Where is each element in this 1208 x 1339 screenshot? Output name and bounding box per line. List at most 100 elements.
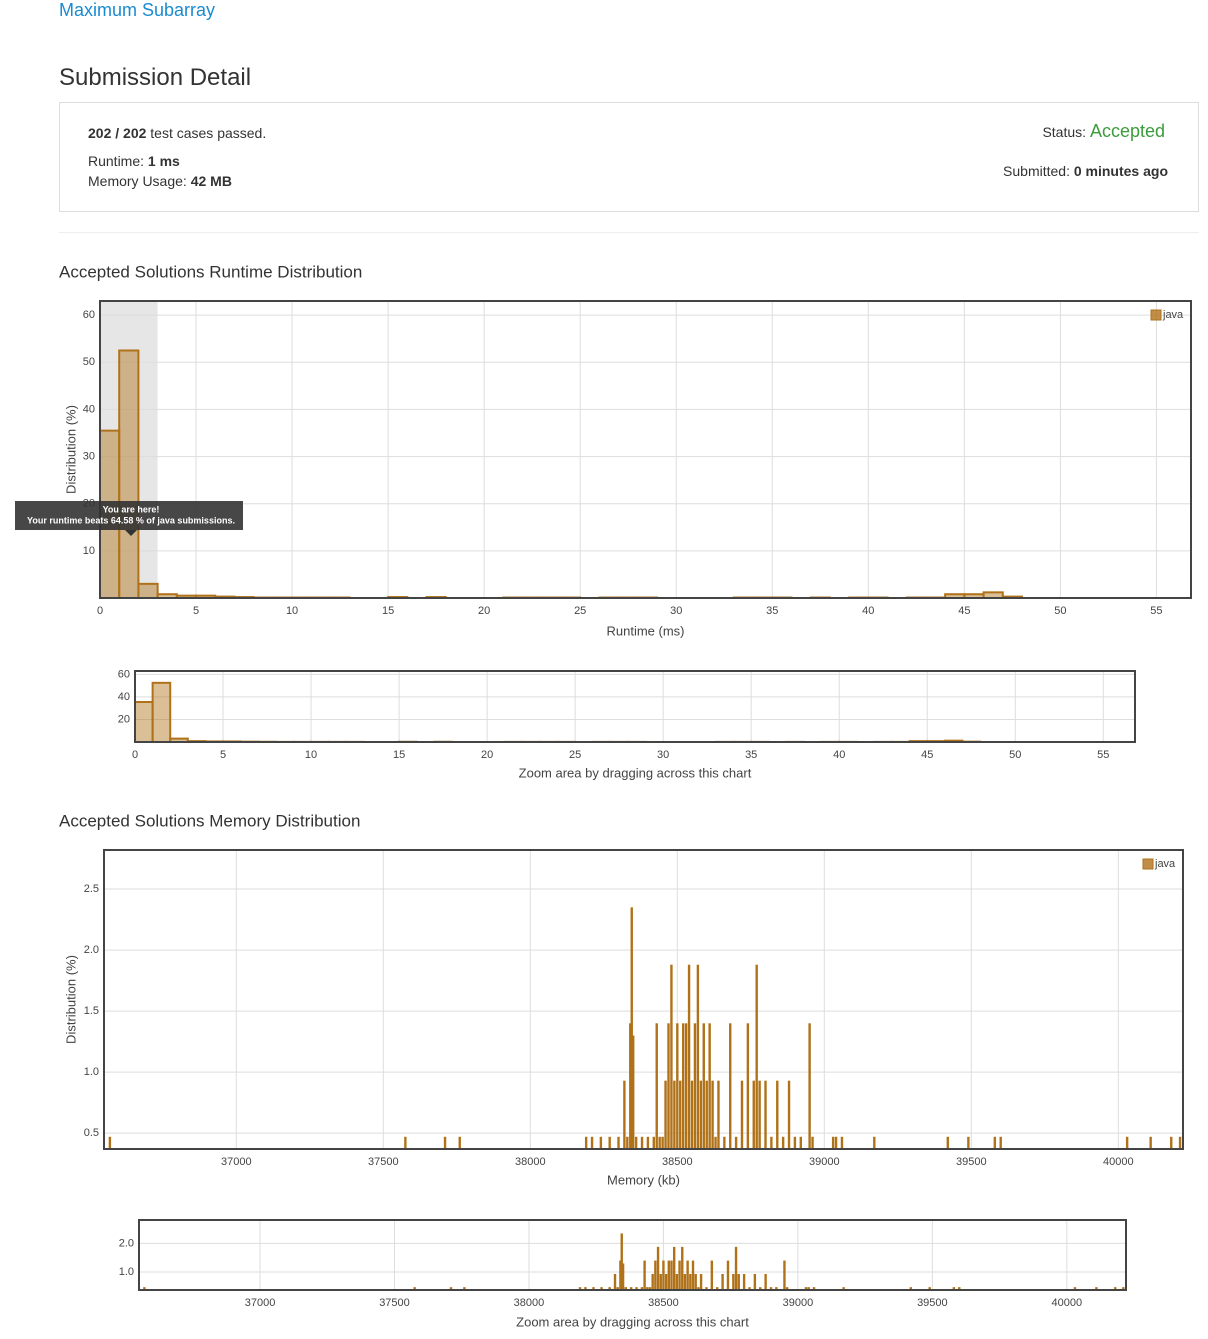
bar xyxy=(804,1287,808,1290)
y-tick-label: 60 xyxy=(118,668,130,680)
bar xyxy=(721,1274,724,1290)
x-tick-label: 40000 xyxy=(1052,1297,1083,1309)
bar xyxy=(608,1136,611,1149)
bar xyxy=(458,1136,461,1149)
y-tick-label: 1.0 xyxy=(119,1266,134,1278)
y-tick-label: 1.5 xyxy=(84,1005,99,1017)
bar xyxy=(672,1246,676,1290)
bar xyxy=(659,1274,662,1290)
x-tick-label: 30 xyxy=(657,749,669,761)
bar xyxy=(630,907,633,1149)
bar xyxy=(662,1260,665,1290)
bar xyxy=(134,700,154,744)
y-tick-label: 20 xyxy=(118,713,130,725)
x-tick-label: 20 xyxy=(478,605,490,617)
bar xyxy=(143,1287,146,1290)
y-tick-label: 60 xyxy=(83,309,95,321)
bar xyxy=(759,1287,762,1290)
bar xyxy=(993,1136,997,1149)
legend-swatch xyxy=(1142,858,1154,870)
x-tick-label: 35 xyxy=(766,605,778,617)
runtime-row: Runtime: 1 ms xyxy=(88,153,180,169)
bar xyxy=(151,681,172,743)
bar xyxy=(842,1287,845,1290)
bar xyxy=(764,1080,767,1149)
plot-frame xyxy=(99,300,1192,599)
navigator-caption: Zoom area by dragging across this chart xyxy=(516,1314,749,1329)
bar xyxy=(689,1274,692,1290)
bar xyxy=(705,1287,708,1290)
bar xyxy=(781,1136,785,1149)
bar xyxy=(840,1136,844,1149)
bar xyxy=(651,1274,654,1290)
bar xyxy=(661,1136,664,1149)
bar xyxy=(711,1080,714,1149)
bar xyxy=(676,1023,679,1149)
bar xyxy=(729,1023,732,1149)
bar xyxy=(808,1023,811,1149)
bar xyxy=(664,1274,668,1290)
x-axis-label: Runtime (ms) xyxy=(606,623,684,638)
bar xyxy=(697,1287,700,1290)
x-tick-label: 15 xyxy=(393,749,405,761)
bar xyxy=(629,1023,632,1149)
x-tick-label: 39000 xyxy=(809,1156,840,1168)
y-tick-label: 0.5 xyxy=(84,1127,99,1139)
legend-label: java xyxy=(1162,309,1184,321)
bar xyxy=(758,1080,761,1149)
plot-frame xyxy=(138,1219,1127,1291)
bar xyxy=(717,1080,720,1149)
bar xyxy=(616,1287,619,1290)
bar xyxy=(1125,1136,1129,1149)
x-tick-label: 40 xyxy=(862,605,874,617)
x-tick-label: 39000 xyxy=(783,1297,814,1309)
bar xyxy=(1073,1287,1077,1290)
summary-box: 202 / 202 test cases passed. Runtime: 1 … xyxy=(59,102,1199,212)
bar xyxy=(108,1136,112,1149)
bar xyxy=(753,1274,757,1290)
bar xyxy=(613,1274,617,1290)
bar xyxy=(629,1287,633,1290)
x-tick-label: 15 xyxy=(382,605,394,617)
cases-row: 202 / 202 test cases passed. xyxy=(88,125,266,141)
submitted-label: Submitted: xyxy=(1003,163,1070,179)
bar xyxy=(404,1136,407,1149)
bar xyxy=(769,1287,773,1290)
page-title: Submission Detail xyxy=(59,64,252,91)
bar xyxy=(621,1263,625,1290)
bar xyxy=(770,1136,773,1149)
bar xyxy=(449,1287,453,1290)
y-tick-label: 30 xyxy=(83,450,95,462)
tooltip-line: You are here! xyxy=(103,504,160,514)
bar xyxy=(652,1136,655,1149)
x-tick-label: 35 xyxy=(745,749,757,761)
bar xyxy=(679,1080,682,1149)
bar xyxy=(755,964,758,1149)
memory-row: Memory Usage: 42 MB xyxy=(88,173,232,189)
bar xyxy=(670,1260,673,1290)
status: Accepted xyxy=(1089,121,1165,141)
x-tick-label: 39500 xyxy=(917,1297,948,1309)
bar xyxy=(787,1080,791,1149)
bar xyxy=(626,1136,629,1149)
bar xyxy=(683,1274,687,1290)
bar xyxy=(684,1023,688,1149)
bar xyxy=(752,1080,755,1149)
y-tick-label: 1.0 xyxy=(84,1066,99,1078)
x-tick-label: 38000 xyxy=(514,1297,545,1309)
status-label: Status: xyxy=(1042,124,1087,140)
problem-link[interactable]: Maximum Subarray xyxy=(59,0,216,20)
bar xyxy=(708,1023,711,1149)
bar xyxy=(656,1246,660,1290)
bar xyxy=(646,1136,650,1149)
memory-label: Memory Usage: xyxy=(88,173,187,189)
bar xyxy=(623,1080,626,1149)
x-tick-label: 20 xyxy=(481,749,493,761)
memory: 42 MB xyxy=(190,173,232,189)
bar xyxy=(783,1260,786,1290)
bar xyxy=(694,1274,697,1290)
bar xyxy=(909,1287,913,1290)
bar xyxy=(734,1136,738,1149)
x-tick-label: 45 xyxy=(958,605,970,617)
submitted-row: Submitted: 0 minutes ago xyxy=(1003,163,1168,179)
